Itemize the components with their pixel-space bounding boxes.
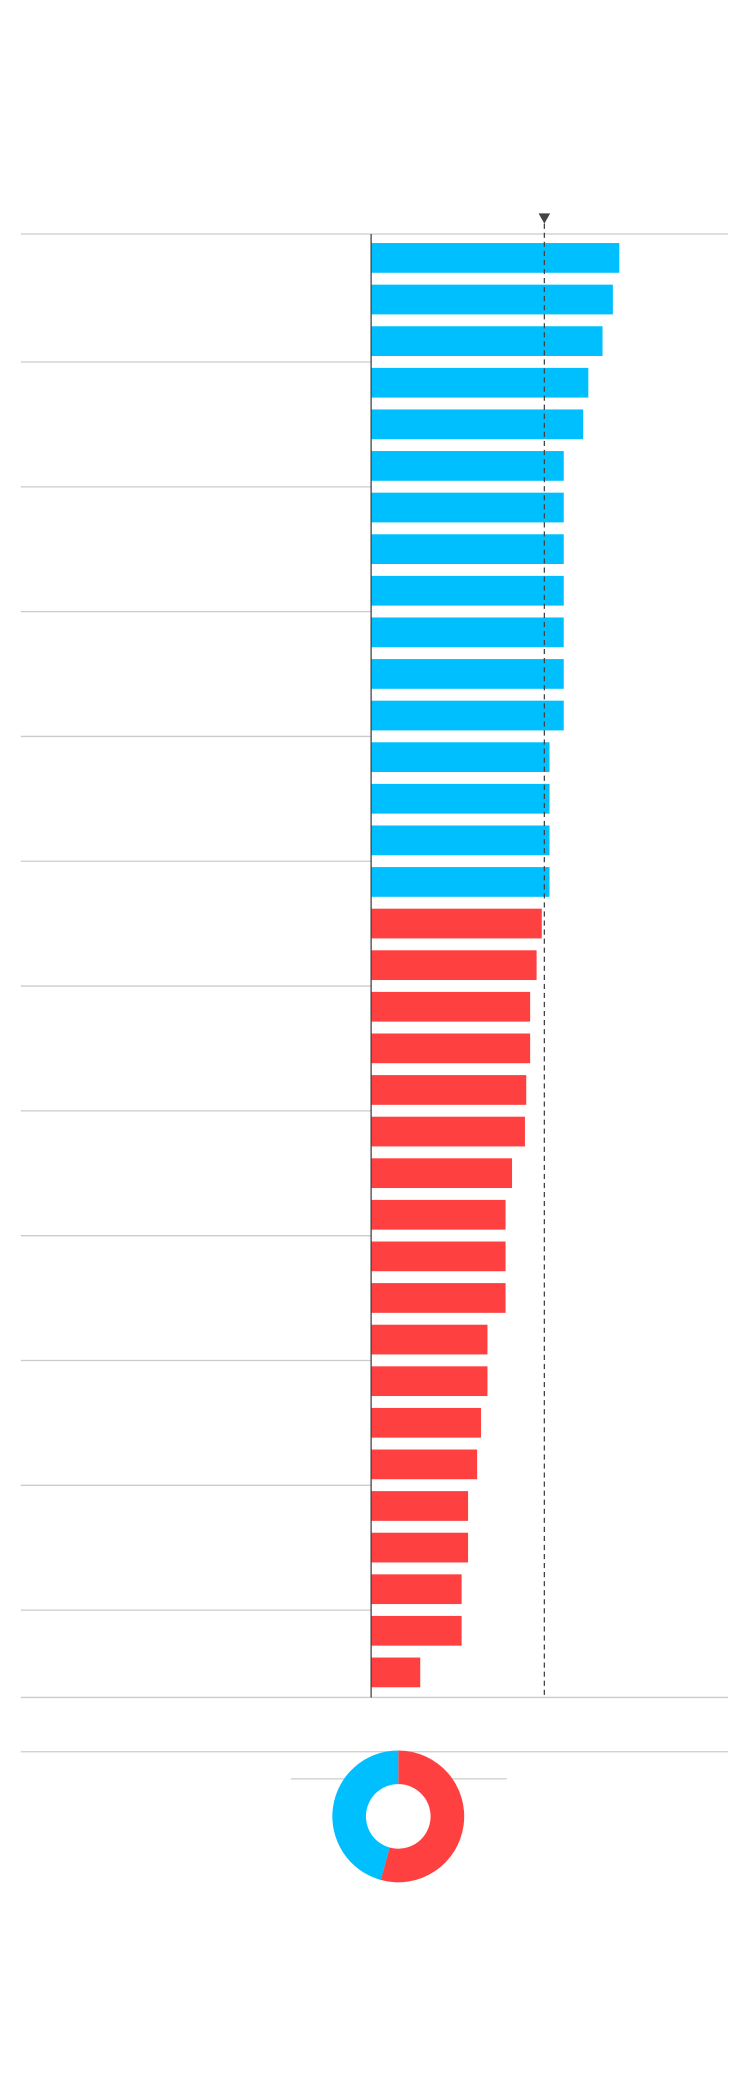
bar [371, 1158, 513, 1189]
bar [371, 284, 613, 315]
bar [371, 492, 564, 523]
bar [371, 991, 531, 1022]
bar [371, 1199, 506, 1230]
donut-slice [332, 1750, 399, 1880]
reference-marker-icon [538, 213, 551, 224]
bar [371, 1033, 531, 1064]
bar [371, 534, 564, 564]
bar [371, 908, 542, 939]
bar [371, 326, 603, 356]
bar [371, 700, 564, 731]
bar [371, 742, 550, 773]
bar [371, 1283, 506, 1313]
donut-slice [380, 1750, 465, 1883]
bars [371, 243, 620, 1688]
bar [371, 1491, 469, 1521]
bar [371, 867, 550, 897]
bar [371, 409, 584, 440]
bar [371, 783, 550, 814]
bar [371, 1075, 527, 1105]
donut-chart [290, 1750, 507, 1883]
bar [371, 1366, 488, 1397]
bar [371, 659, 564, 689]
gridlines [20, 233, 728, 1753]
bar [371, 617, 564, 648]
bar [371, 1657, 421, 1688]
bar [371, 825, 550, 856]
bar [371, 1324, 488, 1355]
bar [371, 243, 620, 273]
bar [371, 950, 537, 981]
bar [371, 1407, 482, 1438]
bar [371, 1241, 506, 1272]
bar [371, 367, 589, 398]
bar [371, 1574, 462, 1605]
bar [371, 1615, 462, 1646]
bar [371, 1449, 478, 1480]
bar [371, 575, 564, 606]
bar [371, 1532, 469, 1563]
bar [371, 1116, 525, 1147]
bar [371, 451, 564, 481]
